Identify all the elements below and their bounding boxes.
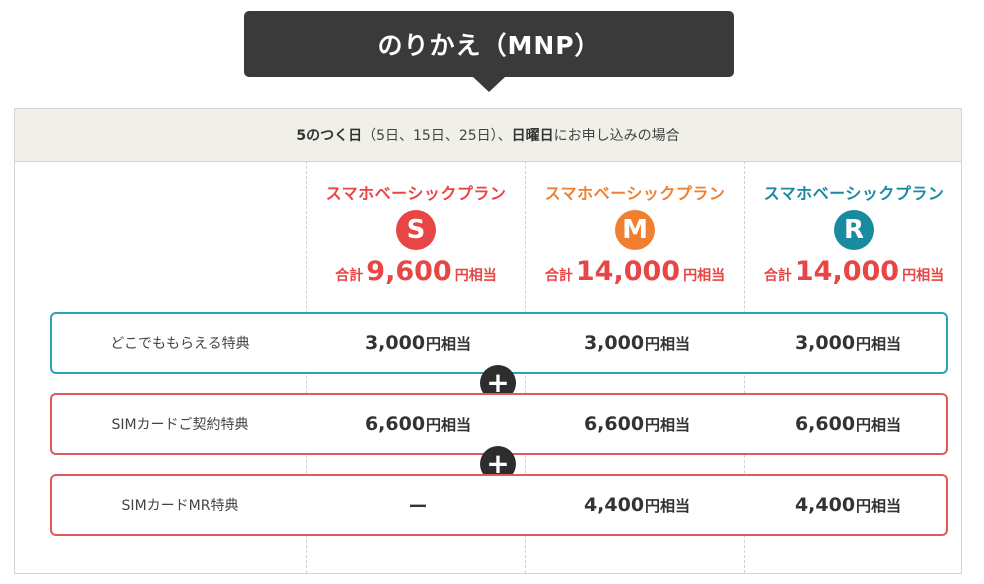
value-unit: 円相当 [426, 334, 472, 353]
plan-name: スマホベーシックプラン [544, 184, 726, 203]
value-unit: 円相当 [856, 334, 902, 353]
benefit-value-r: 3,000 円相当 [739, 314, 957, 372]
value-number: 4,400 [583, 494, 645, 516]
page-title-text: のりかえ（MNP） [377, 31, 601, 60]
value-unit: 円相当 [856, 415, 902, 434]
total-label: 合計 [763, 268, 792, 284]
benefit-label: SIMカードMR特典 [121, 498, 239, 514]
value-number: 6,600 [794, 413, 856, 435]
value-none: ー [408, 495, 428, 518]
benefit-value-s: 3,000 円相当 [309, 314, 527, 372]
benefit-value-m: 3,000 円相当 [528, 314, 746, 372]
plan-header-s: スマホベーシックプラン S 合計 9,600 円相当 [307, 180, 525, 287]
value-unit: 円相当 [645, 334, 691, 353]
benefit-row-sim-contract: SIMカードご契約特典 6,600 円相当 6,600 円相当 6,600 円相当 [50, 393, 948, 455]
plan-total-r: 合計 14,000 円相当 [745, 256, 963, 287]
benefit-value-s: 6,600 円相当 [309, 395, 527, 453]
benefit-value-s: ー [309, 476, 527, 534]
value-number: 4,400 [794, 494, 856, 516]
total-label: 合計 [544, 268, 573, 284]
value-number: 3,000 [364, 332, 426, 354]
benefit-value-m: 4,400 円相当 [528, 476, 746, 534]
benefit-value-m: 6,600 円相当 [528, 395, 746, 453]
condition-suffix: にお申し込みの場合 [553, 128, 680, 144]
total-value: 14,000 [575, 256, 681, 287]
condition-day-5: 5のつく日 [296, 128, 363, 144]
title-pointer [473, 77, 505, 92]
benefit-label: SIMカードご契約特典 [111, 417, 249, 433]
plan-header-m: スマホベーシックプラン M 合計 14,000 円相当 [526, 180, 744, 287]
total-unit: 円相当 [454, 268, 497, 284]
plan-name: スマホベーシックプラン [763, 184, 945, 203]
benefit-value-r: 4,400 円相当 [739, 476, 957, 534]
value-unit: 円相当 [645, 415, 691, 434]
value-unit: 円相当 [856, 496, 902, 515]
plan-badge-s: S [396, 210, 436, 250]
plan-total-m: 合計 14,000 円相当 [526, 256, 744, 287]
campaign-panel: 5のつく日 （5日、15日、25日）、 日曜日 にお申し込みの場合 [14, 108, 962, 574]
benefit-value-r: 6,600 円相当 [739, 395, 957, 453]
plan-header-r: スマホベーシックプラン R 合計 14,000 円相当 [745, 180, 963, 287]
value-number: 6,600 [583, 413, 645, 435]
value-number: 3,000 [583, 332, 645, 354]
plan-name: スマホベーシックプラン [325, 184, 507, 203]
plan-total-s: 合計 9,600 円相当 [307, 256, 525, 287]
value-unit: 円相当 [426, 415, 472, 434]
total-unit: 円相当 [902, 268, 945, 284]
total-label: 合計 [335, 268, 364, 284]
total-unit: 円相当 [683, 268, 726, 284]
plan-badge-r: R [834, 210, 874, 250]
page-title: のりかえ（MNP） [244, 11, 734, 77]
benefit-label: どこでももらえる特典 [110, 336, 250, 352]
total-value: 14,000 [794, 256, 900, 287]
value-number: 3,000 [794, 332, 856, 354]
condition-sunday: 日曜日 [511, 128, 554, 144]
condition-banner: 5のつく日 （5日、15日、25日）、 日曜日 にお申し込みの場合 [15, 109, 961, 162]
plan-badge-m: M [615, 210, 655, 250]
total-value: 9,600 [366, 256, 452, 287]
condition-dates: （5日、15日、25日）、 [362, 128, 512, 144]
benefit-row-sim-mr: SIMカードMR特典 ー 4,400 円相当 4,400 円相当 [50, 474, 948, 536]
value-unit: 円相当 [645, 496, 691, 515]
benefit-row-anywhere: どこでももらえる特典 3,000 円相当 3,000 円相当 3,000 円相当 [50, 312, 948, 374]
value-number: 6,600 [364, 413, 426, 435]
